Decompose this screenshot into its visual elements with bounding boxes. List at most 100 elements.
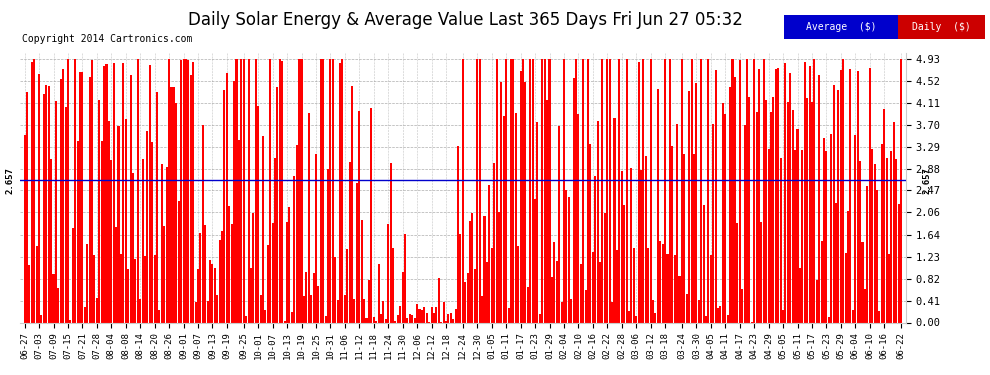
Text: Daily  ($): Daily ($) xyxy=(912,22,971,32)
Bar xyxy=(110,160,112,322)
Bar xyxy=(616,250,618,322)
Bar xyxy=(197,270,199,322)
Bar xyxy=(809,66,811,322)
Bar xyxy=(445,321,447,322)
Bar xyxy=(739,60,741,322)
Bar xyxy=(165,167,167,322)
Bar xyxy=(864,289,866,322)
Bar xyxy=(544,59,545,322)
Bar xyxy=(643,59,644,322)
Bar xyxy=(135,259,137,322)
Bar xyxy=(29,266,31,322)
Bar xyxy=(525,82,527,322)
Bar xyxy=(828,317,830,322)
Bar xyxy=(98,100,100,322)
Bar xyxy=(659,241,661,322)
Bar xyxy=(86,244,88,322)
Bar xyxy=(614,118,616,322)
Bar xyxy=(54,101,57,322)
Bar xyxy=(611,302,613,322)
Bar xyxy=(582,59,584,322)
Bar xyxy=(142,159,144,322)
Bar xyxy=(868,68,871,322)
Bar xyxy=(644,156,646,322)
Bar xyxy=(291,312,293,322)
Bar xyxy=(144,255,147,322)
Bar xyxy=(31,62,33,322)
Bar xyxy=(360,220,362,322)
Bar xyxy=(392,248,394,322)
Text: Daily Solar Energy & Average Value Last 365 Days Fri Jun 27 05:32: Daily Solar Energy & Average Value Last … xyxy=(188,11,743,29)
Bar xyxy=(335,257,337,322)
Bar xyxy=(57,288,59,322)
Bar xyxy=(120,254,122,322)
Bar xyxy=(372,316,375,322)
Bar xyxy=(491,248,493,322)
Bar xyxy=(636,316,638,322)
Bar xyxy=(856,71,858,322)
Bar xyxy=(471,213,473,322)
Bar xyxy=(449,312,451,322)
Bar xyxy=(725,114,727,322)
Bar xyxy=(818,75,820,322)
Bar xyxy=(170,87,172,322)
Bar xyxy=(560,302,562,322)
Bar xyxy=(342,59,344,322)
Bar xyxy=(365,318,367,322)
Bar xyxy=(252,213,254,322)
Bar xyxy=(594,176,596,322)
Bar xyxy=(404,234,406,322)
Bar xyxy=(539,314,541,322)
Bar xyxy=(382,301,384,322)
Bar xyxy=(691,59,693,322)
Bar xyxy=(522,59,524,322)
Bar xyxy=(626,59,628,322)
Bar xyxy=(397,315,399,322)
Bar xyxy=(301,59,303,322)
Bar xyxy=(370,108,372,322)
Bar xyxy=(236,59,238,322)
Bar xyxy=(125,119,127,322)
Bar xyxy=(353,299,355,322)
Bar xyxy=(320,59,322,322)
Bar xyxy=(390,164,392,322)
Bar xyxy=(546,100,548,322)
Bar xyxy=(483,216,485,322)
Bar xyxy=(762,59,765,322)
Bar xyxy=(84,308,86,322)
Bar xyxy=(327,169,329,322)
Bar xyxy=(661,244,663,322)
Bar xyxy=(233,81,235,322)
Bar xyxy=(411,315,413,322)
Bar xyxy=(900,59,902,322)
Bar xyxy=(158,310,160,322)
Bar xyxy=(293,176,295,322)
Bar xyxy=(318,286,320,322)
Bar xyxy=(743,125,745,322)
Bar xyxy=(438,278,440,322)
Bar xyxy=(727,315,729,322)
Bar xyxy=(720,306,722,322)
Bar xyxy=(772,97,774,322)
Bar xyxy=(212,264,214,322)
Bar xyxy=(811,102,813,322)
Bar xyxy=(548,59,550,322)
Bar xyxy=(163,226,165,322)
Bar xyxy=(229,206,231,322)
Bar xyxy=(123,63,125,322)
Bar xyxy=(804,62,806,322)
Bar xyxy=(182,59,184,322)
Bar xyxy=(498,212,500,322)
Bar xyxy=(216,295,218,322)
Bar xyxy=(537,123,539,322)
Bar xyxy=(673,255,676,322)
Bar xyxy=(527,287,529,322)
Bar xyxy=(710,255,712,322)
Bar xyxy=(447,314,449,322)
Bar xyxy=(377,264,379,322)
Bar xyxy=(493,163,495,322)
Bar xyxy=(530,59,532,322)
Bar xyxy=(96,298,98,322)
Bar xyxy=(106,64,108,322)
Bar xyxy=(767,149,769,322)
